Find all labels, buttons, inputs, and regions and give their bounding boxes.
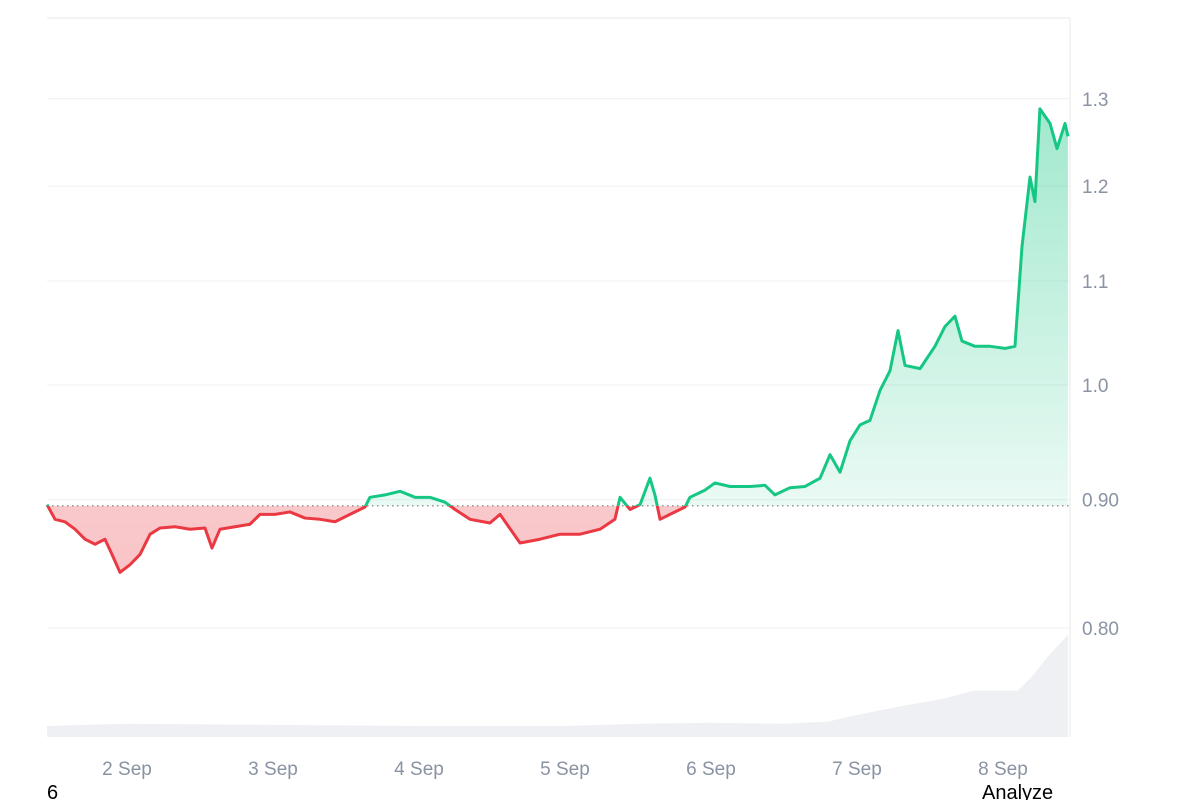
x-tick-label: 8 Sep <box>978 759 1028 780</box>
volume-area <box>47 634 1068 737</box>
area-down <box>47 505 1068 573</box>
y-tick-label: 1.3 <box>1082 90 1108 111</box>
y-tick-label: 0.90 <box>1082 491 1119 512</box>
x-tick-label: 5 Sep <box>540 759 590 780</box>
y-tick-label: 1.0 <box>1082 376 1108 397</box>
price-line-down <box>45 505 688 574</box>
area-up <box>47 108 1068 506</box>
y-tick-label: 1.2 <box>1082 177 1108 198</box>
x-tick-label: 6 Sep <box>686 759 736 780</box>
y-tick-label: 0.80 <box>1082 619 1119 640</box>
x-tick-label: 4 Sep <box>394 759 444 780</box>
footer-right[interactable]: Analyze <box>982 782 1053 800</box>
footer-left: 6 <box>47 782 58 800</box>
price-line-up <box>45 107 1070 506</box>
y-tick-label: 1.1 <box>1082 272 1108 293</box>
x-tick-label: 7 Sep <box>832 759 882 780</box>
x-tick-label: 2 Sep <box>102 759 152 780</box>
x-tick-label: 3 Sep <box>248 759 298 780</box>
